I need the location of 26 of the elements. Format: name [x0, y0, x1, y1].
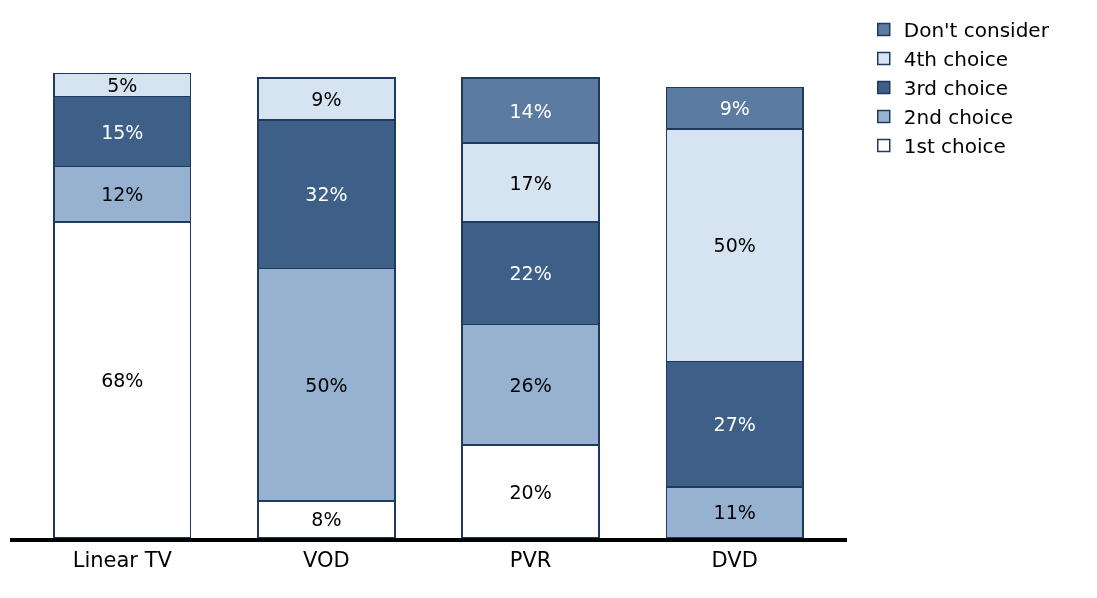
data-label: 27%: [713, 413, 756, 436]
x-tick-label: VOD: [303, 548, 350, 573]
data-label: 20%: [509, 480, 552, 503]
legend-label: 3rd choice: [903, 76, 1009, 101]
legend-label: Don't consider: [903, 18, 1050, 43]
data-label: 9%: [311, 88, 342, 111]
data-label: 50%: [713, 234, 756, 257]
data-label: 17%: [509, 171, 552, 194]
legend-label: 4th choice: [903, 47, 1009, 72]
x-tick-label: PVR: [509, 548, 552, 573]
x-tick-label: DVD: [711, 548, 758, 573]
data-label: 22%: [509, 262, 552, 285]
data-label: 14%: [509, 99, 552, 122]
legend-label: 1st choice: [903, 134, 1006, 159]
legend-label: 2nd choice: [903, 105, 1013, 130]
data-label: 32%: [305, 183, 348, 206]
data-label: 11%: [713, 501, 756, 524]
x-tick-label: Linear TV: [72, 548, 173, 573]
data-label: 9%: [719, 97, 750, 120]
data-label: 5%: [107, 74, 138, 97]
data-label: 12%: [101, 183, 144, 206]
data-label: 15%: [101, 120, 144, 143]
data-label: 68%: [101, 369, 144, 392]
data-label: 8%: [311, 508, 342, 531]
data-label: 26%: [509, 373, 552, 396]
data-label: 50%: [305, 373, 348, 396]
